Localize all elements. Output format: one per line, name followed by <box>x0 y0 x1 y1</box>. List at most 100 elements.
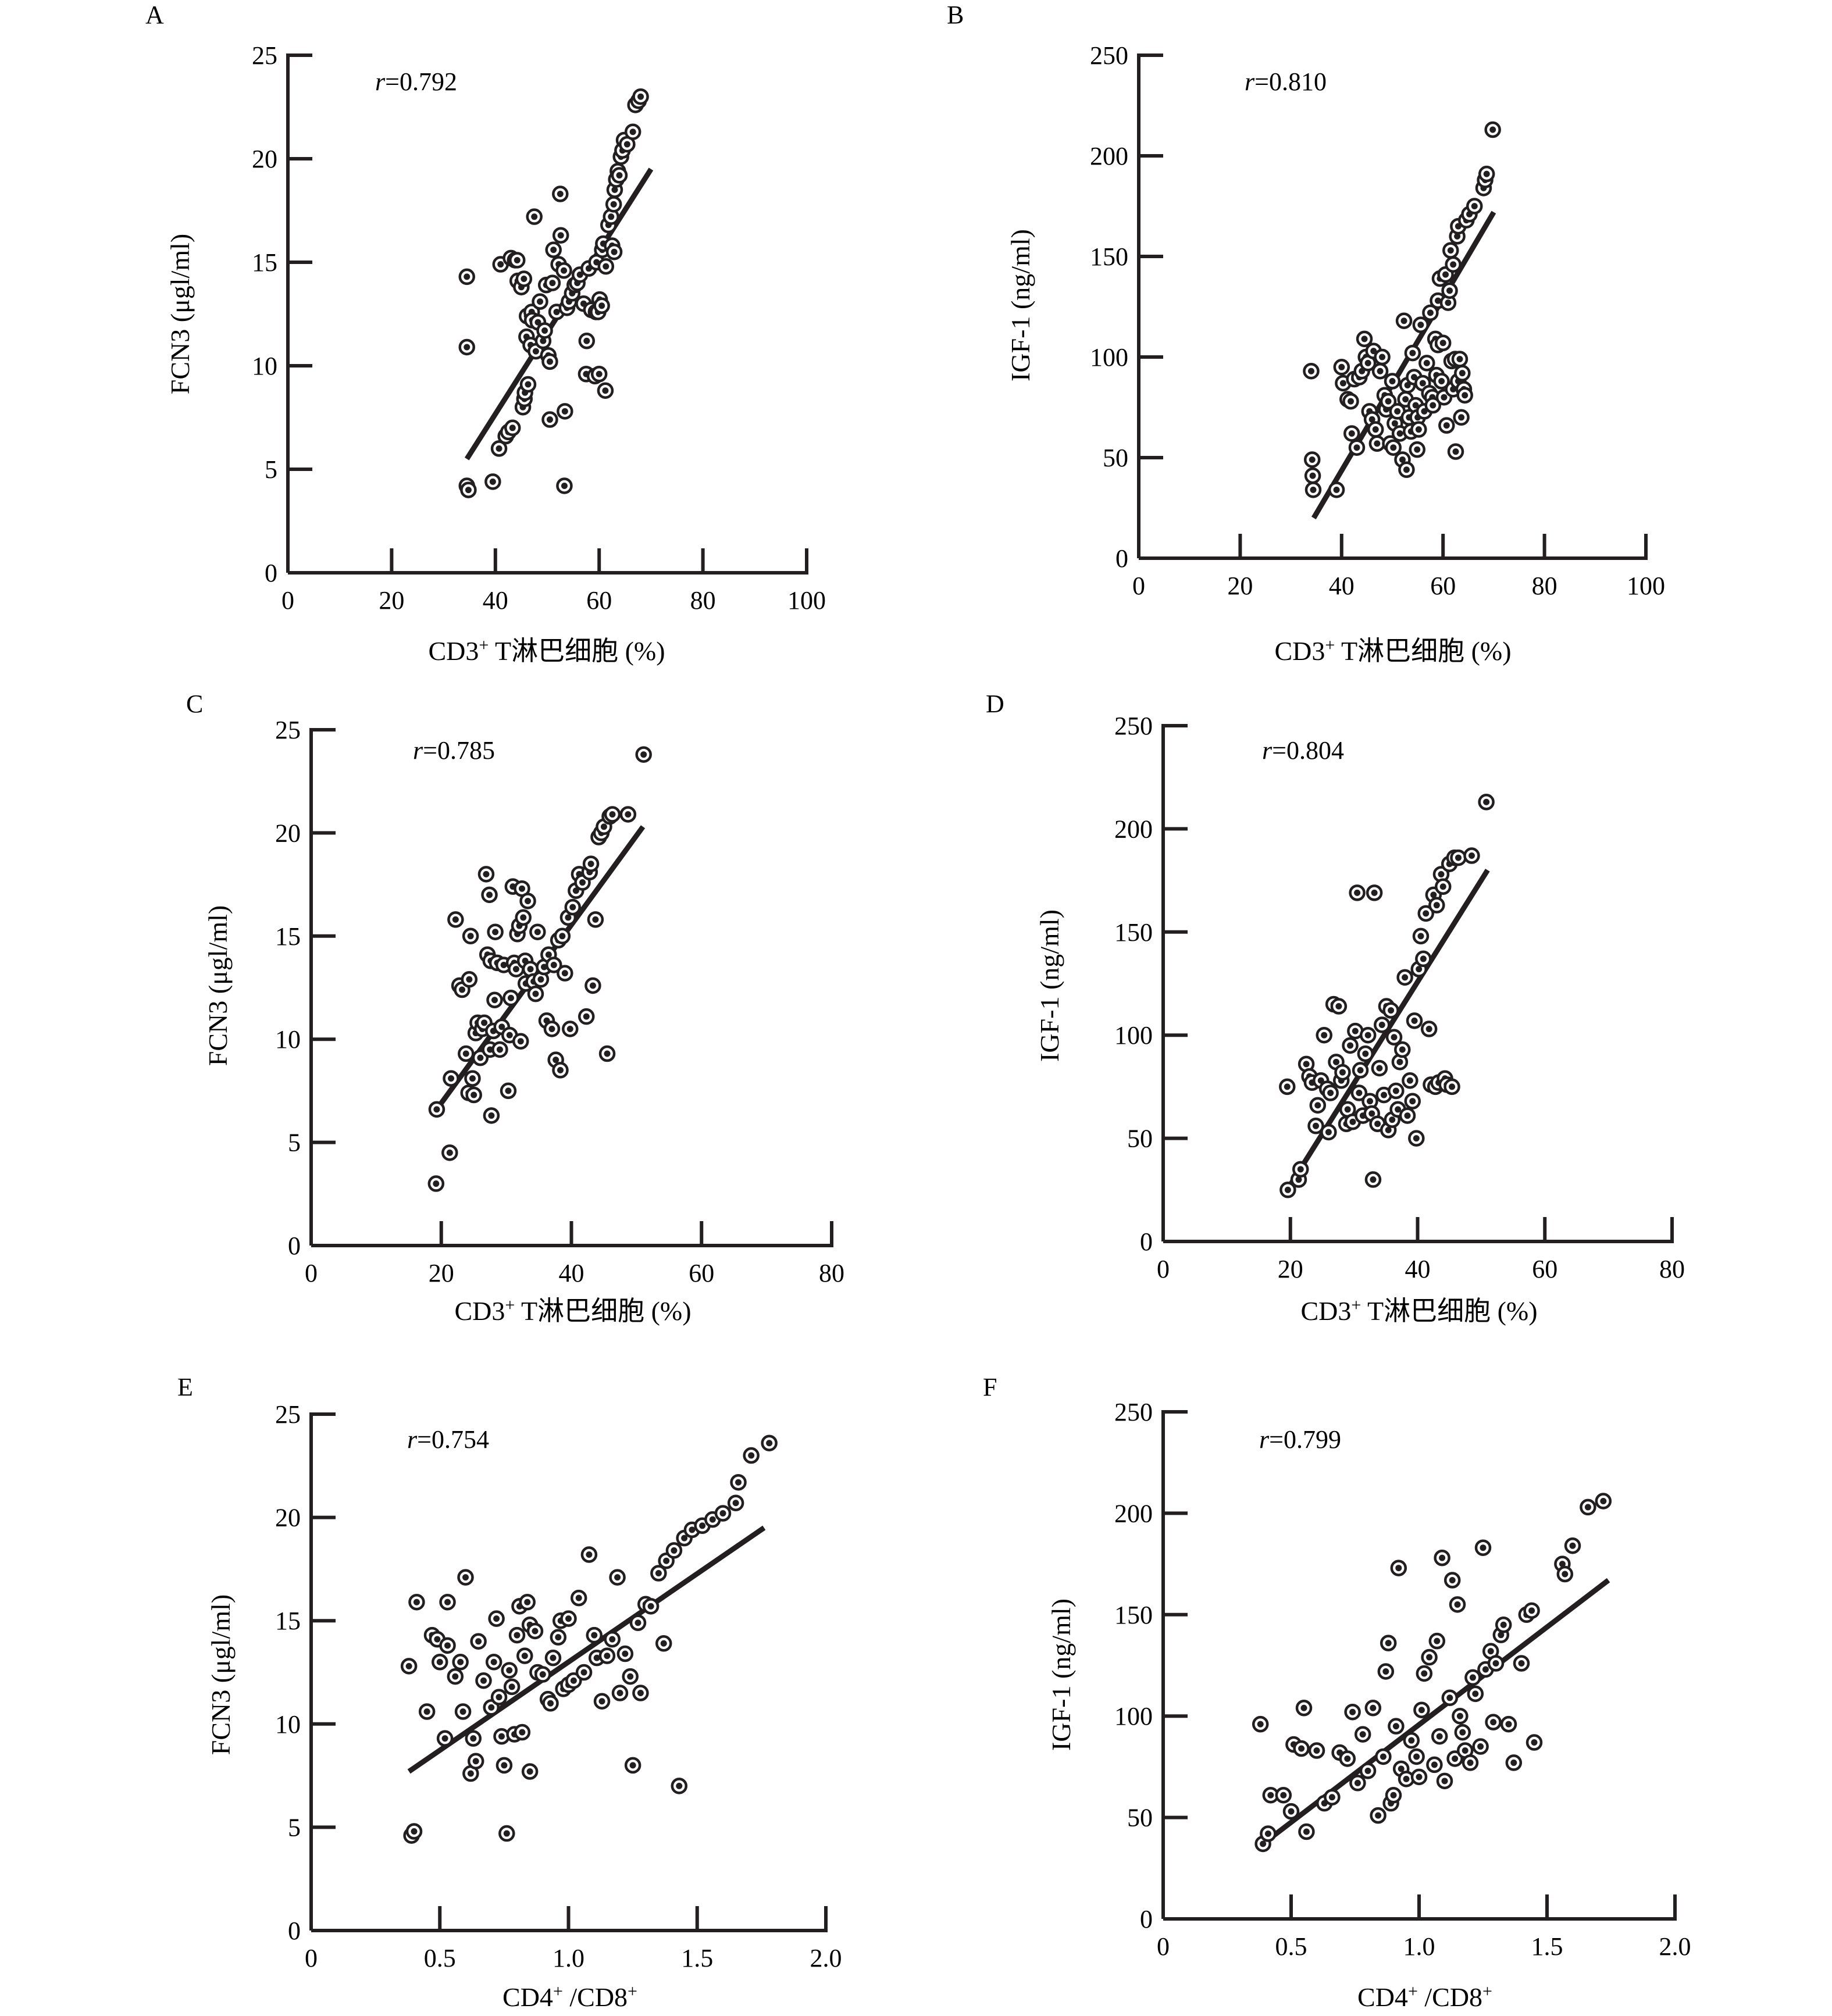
data-point-dot <box>508 1683 515 1690</box>
r-value: =0.810 <box>1254 67 1327 96</box>
data-point <box>1309 1097 1327 1114</box>
data-point-dot <box>1487 1648 1494 1655</box>
data-point <box>481 886 498 904</box>
data-point-dot <box>509 424 516 431</box>
data-point <box>1421 1649 1438 1666</box>
data-point <box>1464 1669 1481 1686</box>
data-point-dot <box>663 1557 670 1564</box>
data-point-dot <box>671 1547 678 1554</box>
y-tick-label: 150 <box>1114 918 1153 947</box>
data-point-dot <box>598 302 605 309</box>
data-point <box>458 268 475 286</box>
y-tick-label: 0 <box>265 559 277 587</box>
data-point-dot <box>1455 854 1462 861</box>
data-point <box>546 957 562 973</box>
x-tick-label: 40 <box>483 586 508 615</box>
data-point <box>1308 1742 1325 1759</box>
data-point <box>1410 1768 1428 1786</box>
data-point <box>557 403 573 420</box>
data-point <box>1466 198 1483 215</box>
data-point <box>541 411 558 428</box>
data-point <box>418 1703 436 1720</box>
data-point-dot <box>1477 1743 1484 1750</box>
panel-letter: E <box>177 1373 193 1401</box>
data-point-dot <box>492 929 499 936</box>
data-point-dot <box>699 1522 706 1529</box>
data-point <box>1388 1718 1405 1735</box>
data-point <box>1462 1754 1479 1771</box>
data-point-dot <box>1370 348 1377 355</box>
data-point-dot <box>434 1636 441 1643</box>
data-point-dot <box>1267 1792 1274 1799</box>
data-point-dot <box>598 1698 605 1705</box>
data-point-dot <box>550 961 557 968</box>
data-point-dot <box>1409 349 1416 356</box>
data-point <box>447 911 464 928</box>
data-point <box>1295 1699 1313 1717</box>
data-point <box>605 243 623 261</box>
data-point-dot <box>1419 380 1426 387</box>
data-point-dot <box>491 997 498 1004</box>
data-point <box>1467 1685 1484 1703</box>
chart-panel-e: 0 5 10 15 20 25 0 0.5 1.0 1.5 2.0 Er=0.754 FCN3 (μgl… <box>177 1373 842 2012</box>
data-point <box>580 1546 598 1563</box>
data-point-dot <box>488 1112 495 1119</box>
data-point-dot <box>1439 1554 1446 1561</box>
x-axis-title-text: CD3 <box>454 1296 505 1326</box>
data-point <box>665 1542 683 1559</box>
data-point <box>552 185 569 202</box>
data-point <box>552 227 569 244</box>
data-point-dot <box>676 1782 683 1789</box>
x-tick-label: 60 <box>689 1259 714 1287</box>
data-point-dot <box>1309 472 1316 479</box>
data-point-dot <box>506 1667 513 1674</box>
data-point <box>1356 330 1373 348</box>
data-point-dot <box>550 1654 557 1661</box>
data-point <box>1282 1803 1300 1820</box>
x-axis-title-superscript: + <box>505 1296 515 1315</box>
y-tick-label: 5 <box>265 455 277 484</box>
data-point <box>1434 1549 1450 1567</box>
x-tick-label: 80 <box>690 586 716 615</box>
x-axis-title-text: T淋巴细胞 (%) <box>515 1296 691 1326</box>
data-point <box>486 991 503 1009</box>
data-point-dot <box>1389 1116 1396 1123</box>
r-value: =0.785 <box>423 736 495 765</box>
data-point-dot <box>591 1632 598 1639</box>
data-point <box>457 1569 474 1586</box>
data-point <box>1328 481 1345 498</box>
data-point-dot <box>1309 456 1316 463</box>
data-point <box>1398 1771 1415 1787</box>
data-point <box>1443 1572 1461 1589</box>
data-point-dot <box>488 1704 495 1711</box>
data-point <box>542 1695 559 1712</box>
data-point-dot <box>1313 1747 1320 1754</box>
data-point-dot <box>1402 396 1409 403</box>
correlation-label: r=0.792 <box>375 67 457 96</box>
data-point-dot <box>1403 466 1410 473</box>
data-point <box>554 927 571 945</box>
y-tick-label: 50 <box>1103 444 1128 472</box>
data-point-dot <box>600 823 607 830</box>
data-point-dot <box>1295 1176 1302 1183</box>
x-tick-label: 1.0 <box>1403 1932 1435 1961</box>
x-tick-label: 1.0 <box>553 1944 584 1972</box>
data-point <box>1322 1084 1339 1101</box>
data-point-dot <box>596 370 603 377</box>
data-point-dot <box>1353 444 1360 451</box>
data-point-dot <box>1307 367 1314 374</box>
data-point-dot <box>446 1149 453 1156</box>
data-point-dot <box>501 1762 508 1769</box>
data-point <box>1495 1616 1512 1633</box>
data-point-dot <box>550 247 557 254</box>
data-point <box>1374 348 1391 366</box>
data-point <box>1354 1726 1371 1743</box>
data-point-dot <box>1483 798 1490 805</box>
x-tick-label: 0 <box>1157 1932 1170 1961</box>
data-point <box>1564 1537 1581 1554</box>
data-point-dot <box>1339 1069 1346 1076</box>
data-point <box>1304 467 1321 484</box>
data-point <box>1436 1772 1453 1790</box>
data-point-dot <box>1376 1065 1383 1072</box>
